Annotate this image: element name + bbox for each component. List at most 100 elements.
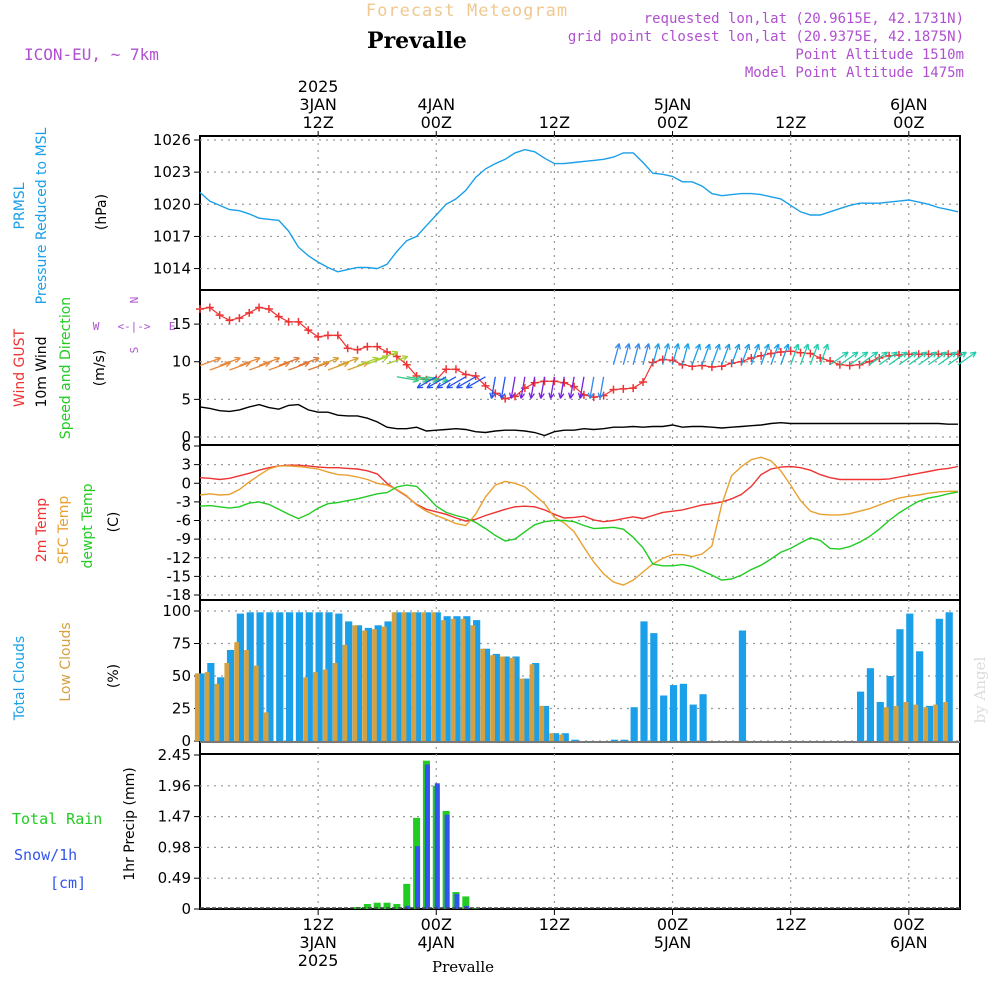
- y-tick-label: 0: [181, 474, 191, 492]
- pressure-label-1: PRMSL: [12, 182, 28, 229]
- wind-arrow: [436, 376, 457, 389]
- wind-arrow-head: [901, 351, 908, 358]
- wind-arrow-head: [773, 343, 780, 351]
- snow-bar: [434, 783, 440, 909]
- wind-arrow: [540, 376, 546, 399]
- gust-marker: [304, 326, 313, 335]
- wind-arrow: [908, 351, 928, 366]
- wind-arrow-head: [273, 356, 281, 363]
- total-cloud-bar: [473, 620, 481, 741]
- tsfc-label: SFC Temp: [56, 496, 72, 565]
- wind-arrow: [898, 351, 918, 366]
- wind-arrow-head: [842, 351, 849, 358]
- low-cloud-bar: [490, 655, 495, 741]
- gust-marker: [402, 360, 411, 369]
- wind-arrow-head: [940, 351, 948, 358]
- wind-arrow: [740, 343, 750, 365]
- wind-arrow: [406, 376, 429, 382]
- gust-marker: [264, 305, 273, 314]
- wind-arrow-head: [704, 343, 711, 351]
- total-cloud-bar: [197, 673, 205, 741]
- low-cloud-bar: [253, 665, 259, 741]
- total-cloud-bar: [256, 612, 264, 741]
- total-cloud-bar: [276, 612, 284, 741]
- wind-arrow-head: [508, 392, 516, 399]
- bottom-time-label: 00Z: [657, 915, 688, 934]
- wind-arrow: [691, 343, 701, 365]
- rain-bar: [462, 896, 470, 909]
- pressure-label-2: Pressure Reduced to MSL: [34, 127, 50, 304]
- total-cloud-bar: [925, 705, 934, 741]
- wind-arrow-head: [724, 343, 731, 351]
- gust-marker: [481, 381, 490, 390]
- total-cloud-bar: [610, 739, 619, 741]
- low-cloud-bar: [509, 657, 515, 741]
- wind-arrow-head: [871, 351, 879, 358]
- wind-arrow: [780, 343, 789, 365]
- total-cloud-bar: [345, 621, 353, 741]
- wind-dir-label: Speed and Direction: [58, 297, 74, 439]
- wind-arrow: [711, 343, 721, 365]
- wind-arrow: [928, 351, 947, 366]
- wind-arrow: [317, 357, 340, 367]
- top-time-label: 12Z: [775, 113, 806, 132]
- wind-arrow: [721, 343, 730, 365]
- wind-arrow-head: [234, 356, 241, 363]
- total-cloud-bar: [246, 612, 254, 741]
- gust-marker: [343, 344, 352, 353]
- top-time-label: 00Z: [421, 113, 452, 132]
- gust-marker: [826, 356, 835, 365]
- y-tick-label: 1026: [153, 131, 191, 149]
- total-cloud-bar: [492, 653, 500, 741]
- wind-arrow-head: [528, 392, 535, 399]
- low-cloud-bar: [234, 642, 239, 741]
- wind-arrow: [530, 376, 536, 399]
- wind-arrow-head: [960, 351, 967, 358]
- wind-arrow-head: [548, 392, 555, 399]
- y-tick-label: 1023: [153, 163, 191, 181]
- wind-arrow-head: [624, 343, 631, 350]
- wind-arrow-head: [822, 343, 829, 351]
- snow-unit: [cm]: [50, 874, 86, 892]
- rain-bar: [373, 902, 381, 909]
- rain-bar: [363, 903, 371, 909]
- gust-marker: [225, 316, 234, 325]
- total-cloud-bar: [404, 612, 412, 741]
- total-cloud-bar: [561, 733, 569, 741]
- bottom-time-label: 6JAN: [890, 933, 928, 952]
- total-cloud-bar: [738, 630, 747, 741]
- wind-arrow: [662, 343, 670, 365]
- precip-panel: 2.45 1.96 1.47 0.98 0.49 0: [158, 746, 961, 918]
- wind-arrow: [819, 343, 829, 365]
- wind-arrow: [829, 351, 849, 366]
- low-cloud-bar: [411, 612, 417, 741]
- total-cloud-bar: [630, 707, 638, 741]
- y-tick-label: -15: [167, 567, 192, 585]
- gust-marker: [451, 365, 460, 374]
- y-tick-label: 1014: [153, 260, 191, 278]
- wind-arrow-head: [813, 343, 820, 351]
- wind-arrow: [947, 351, 967, 366]
- total-cloud-bar: [207, 663, 215, 741]
- wind-arrow: [652, 343, 660, 365]
- wind-arrow: [219, 357, 241, 367]
- low-cloud-bar: [401, 612, 407, 741]
- low-cloud-bar: [214, 683, 220, 741]
- wind-arrow: [229, 361, 251, 371]
- wind-arrow: [549, 376, 556, 399]
- gust-marker: [698, 361, 707, 370]
- compass-n: N: [128, 297, 141, 304]
- wind-arrow: [239, 357, 261, 367]
- gust-marker: [196, 305, 204, 314]
- total-cloud-bar: [669, 685, 678, 741]
- compass-w: W: [93, 320, 100, 333]
- wind-arrow-head: [744, 343, 751, 351]
- wind-unit: (m/s): [92, 350, 108, 387]
- bottom-time-label: 5JAN: [654, 933, 692, 952]
- wind-arrow-head: [861, 351, 869, 358]
- wind-arrow: [599, 376, 605, 399]
- bottom-time-label: 2025: [298, 951, 339, 970]
- total-cloud-bar: [354, 625, 363, 741]
- bottom-time-label: 4JAN: [418, 933, 456, 952]
- total-cloud-bar: [423, 612, 432, 741]
